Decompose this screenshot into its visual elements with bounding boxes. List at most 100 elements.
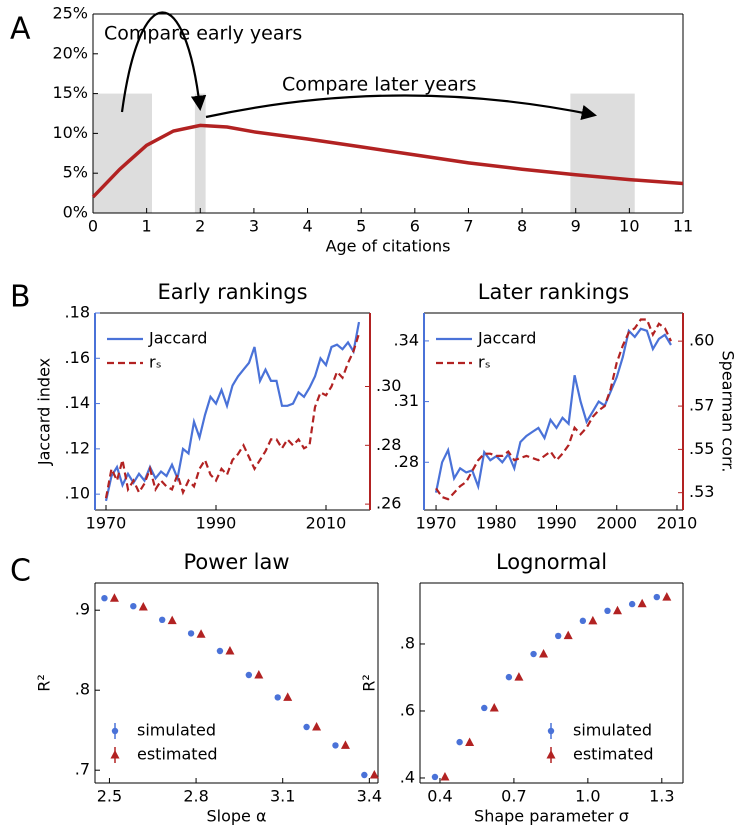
data-line xyxy=(91,123,684,199)
x-axis-label: Slope α xyxy=(206,807,266,826)
data-point xyxy=(196,629,206,638)
x-tick-label: 1990 xyxy=(196,514,237,533)
data-point xyxy=(555,632,562,640)
data-point xyxy=(628,600,636,608)
y-tick-label: .7 xyxy=(75,760,90,779)
legend-swatch xyxy=(547,727,555,735)
y-tick-label: .12 xyxy=(65,438,90,457)
data-point xyxy=(216,647,224,655)
x-tick-label: 7 xyxy=(463,217,473,236)
data-point xyxy=(604,607,611,615)
data-point xyxy=(588,615,598,625)
legend-swatch xyxy=(546,750,556,759)
legend-swatch xyxy=(110,750,120,759)
data-point xyxy=(637,598,647,608)
data-point xyxy=(187,630,195,637)
data-line xyxy=(104,333,361,499)
data-point xyxy=(332,742,339,749)
y-tick-label: .8 xyxy=(75,680,90,699)
data-point xyxy=(138,602,148,611)
data-point xyxy=(101,595,108,602)
y-tick-label: .10 xyxy=(65,484,90,503)
data-point xyxy=(303,723,310,731)
data-point xyxy=(245,671,253,679)
panel-label: C xyxy=(10,554,31,589)
data-point xyxy=(130,603,137,610)
x-tick-label: 3 xyxy=(249,217,259,236)
y-tick-label: .18 xyxy=(65,303,90,322)
data-point xyxy=(431,773,439,781)
y-tick-label: 0% xyxy=(63,203,88,222)
legend-label: rₛ xyxy=(478,353,491,372)
data-point xyxy=(369,770,379,779)
legend-swatch xyxy=(111,727,119,735)
highlight-span xyxy=(194,93,206,213)
data-point xyxy=(361,771,368,779)
y-tick-label: 25% xyxy=(52,4,88,23)
x-tick-label: 2010 xyxy=(657,514,698,533)
data-line xyxy=(435,318,672,501)
legend-label: rₛ xyxy=(149,353,162,372)
x-tick-label: 2.8 xyxy=(183,787,208,806)
x-tick-label: 8 xyxy=(517,217,527,236)
y-tick-label: .34 xyxy=(394,330,419,349)
chart-title: Lognormal xyxy=(496,550,607,574)
data-point xyxy=(662,592,672,601)
y2-tick-label: .53 xyxy=(689,482,714,501)
data-point xyxy=(109,593,119,602)
x-tick-label: 2.5 xyxy=(97,787,122,806)
y-axis-label: R² xyxy=(360,674,379,692)
data-point xyxy=(158,616,166,623)
x-tick-label: 1 xyxy=(142,217,152,236)
y-tick-label: .28 xyxy=(394,452,419,471)
y-tick-label: 5% xyxy=(63,163,88,182)
annotation-arrow xyxy=(120,11,207,113)
y-tick-label: .6 xyxy=(400,700,415,719)
data-point xyxy=(613,605,623,615)
x-tick-label: 5 xyxy=(356,217,366,236)
data-point xyxy=(539,649,549,658)
x-tick-label: 3.1 xyxy=(270,787,295,806)
legend-label: estimated xyxy=(137,745,218,764)
annotation: Compare early years xyxy=(104,23,302,45)
data-point xyxy=(481,704,488,712)
data-point xyxy=(340,740,350,749)
legend-label: estimated xyxy=(573,745,654,764)
data-point xyxy=(505,673,513,681)
x-tick-label: 6 xyxy=(410,217,420,236)
legend-label: simulated xyxy=(573,721,652,740)
data-point xyxy=(579,617,587,625)
y-axis-label: R² xyxy=(35,674,54,692)
data-point xyxy=(514,672,524,681)
data-point xyxy=(274,694,281,701)
y2-tick-label: .30 xyxy=(376,376,401,395)
x-tick-label: 11 xyxy=(673,217,693,236)
data-point xyxy=(225,646,235,655)
y-tick-label: .16 xyxy=(65,348,90,367)
y-tick-label: .31 xyxy=(394,391,419,410)
data-point xyxy=(456,738,463,746)
x-tick-label: 1.3 xyxy=(649,787,674,806)
x-tick-label: 2010 xyxy=(306,514,347,533)
annotation: Compare later years xyxy=(282,74,476,96)
x-axis-label: Age of citations xyxy=(326,237,451,256)
highlight-span xyxy=(93,93,152,213)
y2-tick-label: .26 xyxy=(376,494,401,513)
panel-label: B xyxy=(10,280,31,315)
data-point xyxy=(489,702,499,712)
data-point xyxy=(440,771,450,781)
x-tick-label: 4 xyxy=(302,217,312,236)
data-point xyxy=(283,692,293,701)
y-tick-label: 10% xyxy=(52,123,88,142)
x-tick-label: 2 xyxy=(195,217,205,236)
y-tick-label: 15% xyxy=(52,83,88,102)
data-line xyxy=(104,321,361,502)
x-tick-label: 0.4 xyxy=(427,787,452,806)
x-tick-label: 2000 xyxy=(596,514,637,533)
x-tick-label: 1970 xyxy=(86,514,127,533)
annotation-arrow xyxy=(205,94,598,121)
data-line xyxy=(434,327,672,493)
data-point xyxy=(563,630,573,640)
data-point xyxy=(312,722,322,731)
